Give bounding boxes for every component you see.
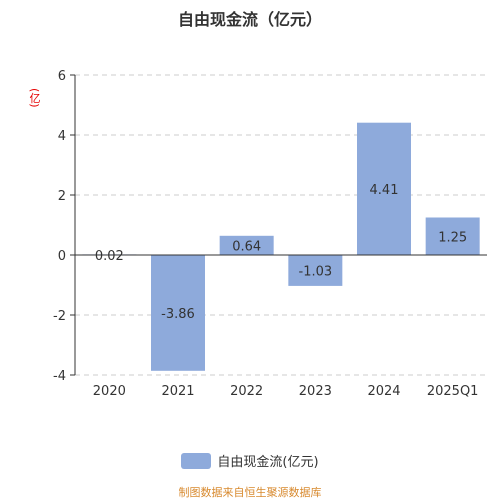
legend[interactable]: 自由现金流(亿元)	[0, 451, 500, 470]
y-tick-label: 4	[58, 129, 66, 144]
x-tick-label: 2022	[230, 384, 263, 399]
y-tick-label: 6	[58, 69, 66, 84]
data-label: -1.03	[299, 264, 333, 279]
y-tick-label: 2	[58, 189, 66, 204]
x-tick-label: 2020	[93, 384, 126, 399]
bar	[219, 235, 274, 255]
x-tick-label: 2025Q1	[427, 384, 479, 399]
y-tick-label: -2	[53, 309, 66, 324]
y-tick-label: -4	[53, 369, 66, 384]
legend-label: 自由现金流(亿元)	[217, 455, 319, 470]
data-label: 4.41	[370, 183, 399, 198]
bar	[357, 122, 411, 255]
bar	[288, 255, 343, 286]
chart-title: 自由现金流（亿元）	[177, 10, 322, 29]
x-tick-label: 2021	[161, 384, 194, 399]
data-label: 0.02	[95, 249, 124, 264]
y-tick-label: 0	[58, 249, 66, 264]
x-tick-label: 2023	[299, 384, 332, 399]
bar	[425, 217, 480, 255]
data-label: -3.86	[161, 307, 195, 322]
data-label: 0.64	[232, 239, 261, 254]
source-note: 制图数据来自恒生聚源数据库	[178, 486, 322, 499]
legend-swatch	[181, 452, 212, 469]
y-axis-unit-label: (亿)	[28, 88, 41, 108]
x-tick-label: 2024	[367, 384, 400, 399]
bar	[151, 255, 205, 371]
data-label: 1.25	[438, 230, 467, 245]
